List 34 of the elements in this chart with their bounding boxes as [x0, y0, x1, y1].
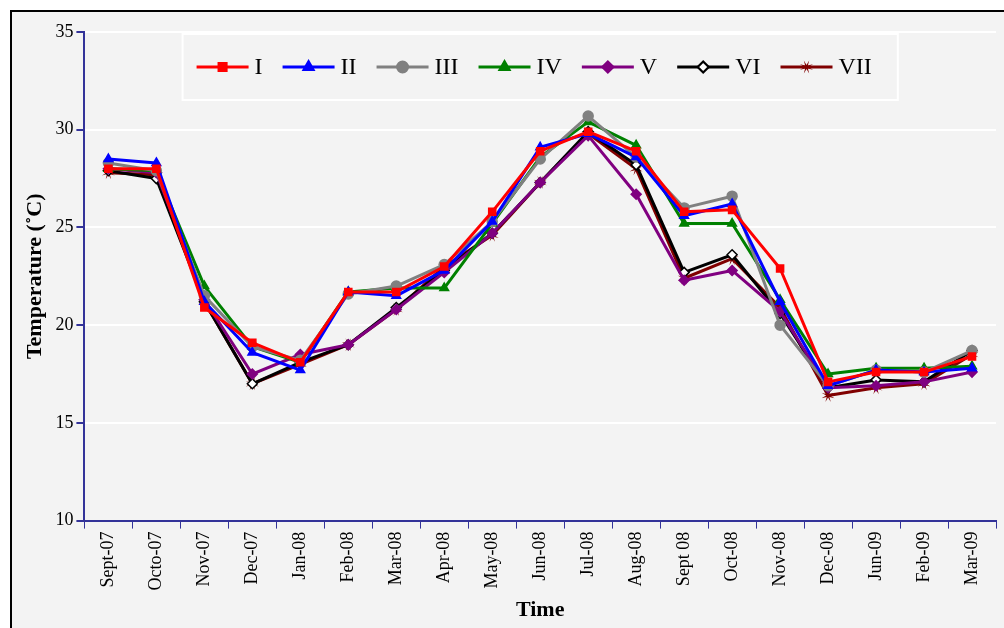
legend-label: V [639, 53, 658, 80]
legend-label: II [340, 53, 357, 80]
x-tick-label: Dec-07 [241, 531, 262, 585]
x-tick-label: Mar-08 [385, 531, 405, 586]
x-tick-label: Octo-07 [145, 531, 166, 591]
y-tick-label: 15 [55, 411, 74, 432]
x-tick-label: Feb-09 [912, 531, 933, 583]
y-tick-label: 25 [55, 216, 74, 237]
x-tick-label: Mar-09 [960, 531, 981, 586]
x-tick-label: Sept 08 [672, 531, 693, 587]
x-tick-label: Dec-08 [816, 531, 837, 585]
y-axis-title: Temperature (˚C) [20, 193, 46, 360]
x-tick-label: Jul-08 [576, 531, 597, 577]
x-tick-label: Nov-08 [768, 531, 789, 587]
y-tick-label: 10 [55, 509, 74, 530]
x-tick-label: Sept-07 [97, 531, 118, 588]
x-tick-label: Feb-08 [337, 531, 358, 583]
y-tick-label: 35 [55, 20, 74, 41]
x-tick-label: Jun-09 [864, 531, 885, 581]
y-tick-label: 20 [55, 313, 74, 334]
y-tick-label: 30 [55, 118, 74, 139]
x-tick-label: Aug-08 [624, 531, 645, 587]
x-tick-label: Oct-08 [720, 531, 741, 582]
x-tick-label: Jan-08 [289, 531, 310, 580]
legend-label: III [434, 53, 459, 80]
x-tick-label: Jun-08 [528, 531, 549, 581]
x-tick-label: Nov-07 [193, 531, 214, 587]
legend-label: I [254, 53, 263, 80]
legend-label: VI [735, 53, 761, 80]
x-tick-label: May-08 [480, 531, 501, 589]
x-axis-title: Time [515, 596, 565, 622]
x-tick-label: Apr-08 [432, 531, 453, 584]
legend-label: VII [838, 53, 872, 80]
legend-label: IV [536, 53, 563, 80]
